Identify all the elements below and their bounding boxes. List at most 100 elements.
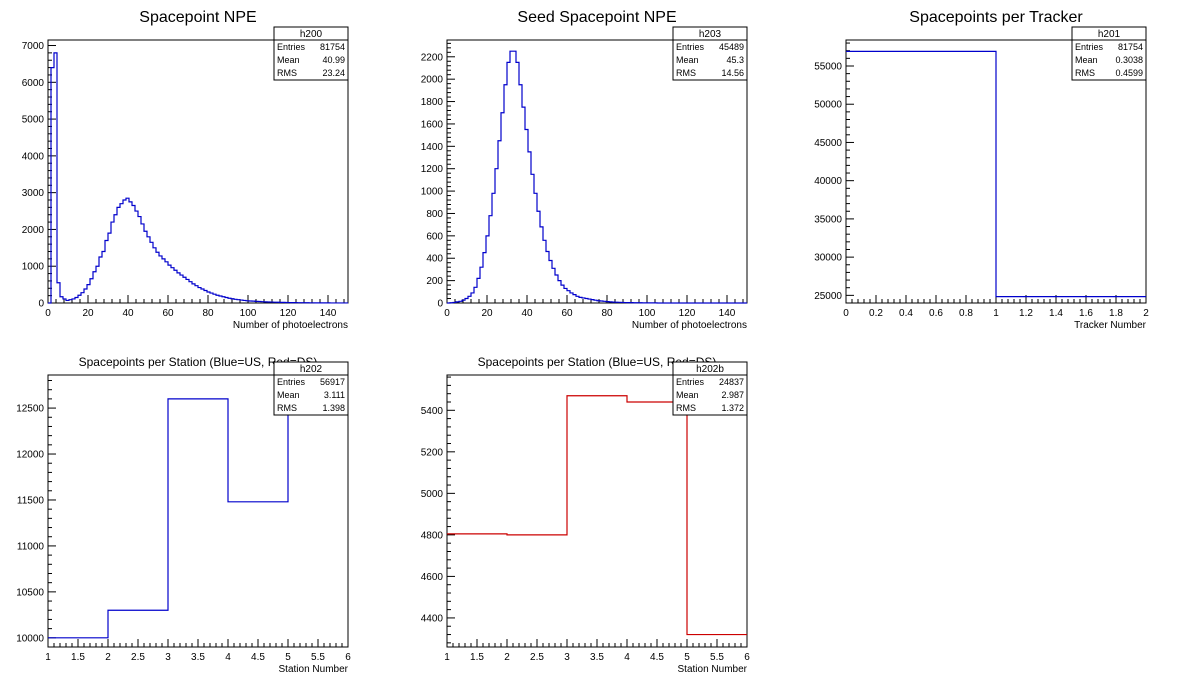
y-tick-label: 4800 — [421, 530, 444, 541]
x-tick-label: 5.5 — [710, 652, 724, 663]
stats-box-name: h202 — [300, 364, 323, 375]
x-tick-label: 3 — [165, 652, 171, 663]
stats-value: 45.3 — [726, 55, 744, 65]
x-tick-label: 4 — [624, 652, 630, 663]
stats-box-frame — [672, 361, 748, 416]
stats-box: h201 Entries 81754 Mean 0.3038 RMS 0.4599 — [1071, 26, 1147, 81]
x-tick-label: 0.4 — [899, 308, 913, 319]
chart-title: Spacepoints per Tracker — [909, 9, 1083, 26]
stats-value: 1.372 — [721, 403, 744, 413]
stats-box-frame — [672, 26, 748, 81]
y-tick-label: 35000 — [814, 214, 842, 225]
x-tick-label: 1.2 — [1019, 308, 1033, 319]
x-tick-label: 40 — [122, 308, 134, 319]
stats-value: 40.99 — [322, 55, 345, 65]
stats-value: 1.398 — [322, 403, 345, 413]
stats-label: RMS — [1075, 68, 1095, 78]
y-tick-label: 25000 — [814, 291, 842, 302]
stats-label: RMS — [277, 403, 297, 413]
histogram-panel-1: Spacepoint NPE 0 20 40 60 80 100 120 140 0 1000 200… — [22, 9, 349, 331]
stats-label: Mean — [277, 55, 300, 65]
stats-label: Entries — [676, 377, 705, 387]
stats-box-frame — [1071, 26, 1147, 81]
x-tick-label: 6 — [744, 652, 750, 663]
chart-title: Spacepoint NPE — [139, 9, 256, 26]
stats-box: h200 Entries 81754 Mean 40.99 RMS 23.24 — [273, 26, 349, 81]
histogram-series — [48, 52, 348, 304]
x-tick-label: 4 — [225, 652, 231, 663]
y-tick-label: 1200 — [421, 164, 444, 175]
x-tick-label: 6 — [345, 652, 351, 663]
y-tick-label: 5200 — [421, 447, 444, 458]
stats-label: Mean — [1075, 55, 1098, 65]
chart-title: Spacepoints per Station (Blue=US, Red=DS… — [79, 355, 318, 369]
x-axis-label: Station Number — [678, 664, 748, 675]
stats-box-name: h203 — [699, 29, 722, 40]
y-tick-label: 12500 — [16, 404, 44, 415]
stats-box: h202 Entries 56917 Mean 3.111 RMS 1.398 — [273, 361, 349, 416]
stats-value: 24837 — [719, 377, 744, 387]
plot-frame — [47, 39, 349, 304]
y-tick-label: 7000 — [22, 41, 45, 52]
plot-frame — [446, 39, 748, 304]
histogram-series — [48, 398, 348, 639]
plot-frame — [446, 374, 748, 648]
x-tick-label: 1.4 — [1049, 308, 1063, 319]
y-tick-label: 800 — [426, 209, 443, 220]
x-tick-label: 2 — [504, 652, 510, 663]
stats-box-frame — [273, 26, 349, 81]
stats-label: Entries — [1075, 42, 1104, 52]
y-tick-label: 45000 — [814, 138, 842, 149]
x-tick-label: 4.5 — [650, 652, 664, 663]
stats-label: RMS — [277, 68, 297, 78]
y-tick-label: 11500 — [17, 495, 45, 506]
y-tick-label: 1600 — [421, 119, 444, 130]
x-tick-label: 1 — [45, 652, 51, 663]
x-tick-label: 2.5 — [131, 652, 145, 663]
x-tick-label: 1 — [444, 652, 450, 663]
x-tick-label: 40 — [521, 308, 533, 319]
stats-label: RMS — [676, 68, 696, 78]
y-tick-label: 0 — [38, 299, 44, 310]
y-tick-label: 3000 — [22, 188, 45, 199]
x-tick-label: 1.5 — [71, 652, 85, 663]
x-tick-label: 120 — [679, 308, 696, 319]
x-tick-label: 5 — [684, 652, 690, 663]
x-tick-label: 60 — [561, 308, 573, 319]
histogram-panel-5: Spacepoints per Station (Blue=US, Red=DS… — [421, 355, 750, 675]
x-tick-label: 2 — [1143, 308, 1149, 319]
x-tick-label: 5.5 — [311, 652, 325, 663]
x-tick-label: 1.5 — [470, 652, 484, 663]
y-tick-label: 1000 — [421, 187, 444, 198]
stats-label: Mean — [676, 55, 699, 65]
y-tick-label: 50000 — [814, 100, 842, 111]
x-axis-label: Number of photoelectrons — [233, 320, 348, 331]
y-tick-label: 40000 — [814, 176, 842, 187]
y-tick-label: 400 — [426, 254, 443, 265]
x-tick-label: 0 — [444, 308, 450, 319]
x-tick-label: 5 — [285, 652, 291, 663]
y-tick-label: 30000 — [814, 253, 842, 264]
y-tick-label: 200 — [426, 276, 443, 287]
y-tick-label: 55000 — [814, 61, 842, 72]
x-tick-label: 0.8 — [959, 308, 973, 319]
stats-value: 81754 — [320, 42, 345, 52]
stats-value: 2.987 — [721, 390, 744, 400]
x-tick-label: 0 — [843, 308, 849, 319]
stats-label: Entries — [676, 42, 705, 52]
histogram-series — [447, 395, 747, 636]
stats-label: Mean — [676, 390, 699, 400]
histogram-panel-3: Spacepoints per Tracker 0 0.2 0.4 0.6 0.8 1 1.2… — [814, 9, 1149, 331]
x-tick-label: 0.2 — [869, 308, 883, 319]
x-tick-label: 120 — [280, 308, 297, 319]
stats-box-name: h200 — [300, 29, 323, 40]
x-tick-label: 4.5 — [251, 652, 265, 663]
x-tick-label: 140 — [320, 308, 337, 319]
x-tick-label: 100 — [639, 308, 656, 319]
y-tick-label: 5000 — [22, 115, 45, 126]
y-tick-label: 1800 — [421, 97, 444, 108]
x-tick-label: 2.5 — [530, 652, 544, 663]
y-tick-label: 4400 — [421, 613, 444, 624]
x-tick-label: 100 — [240, 308, 257, 319]
